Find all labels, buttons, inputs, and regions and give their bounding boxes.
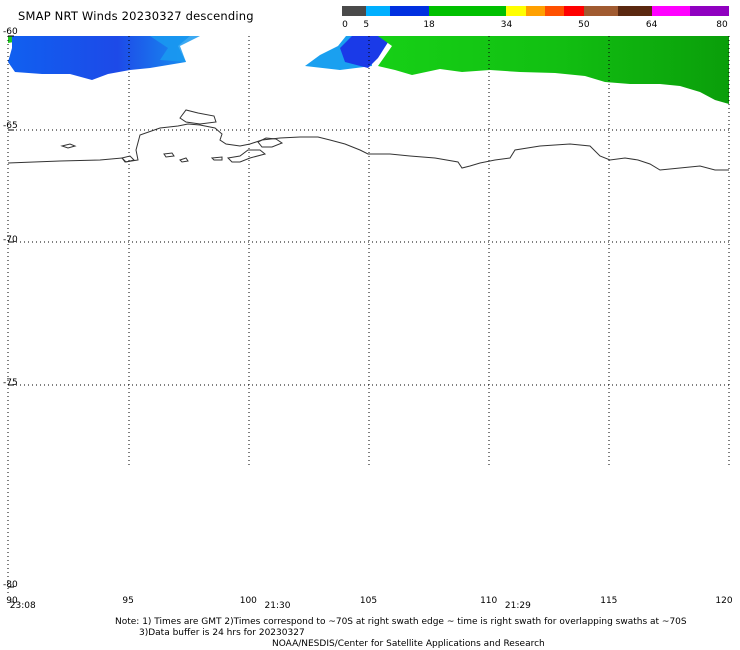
colorbar-segment bbox=[564, 6, 584, 16]
colorbar-label: 64 bbox=[645, 20, 658, 30]
colorbar-segment bbox=[506, 6, 526, 16]
lat-label-70: -70 bbox=[3, 235, 18, 245]
colorbar-segment bbox=[690, 6, 729, 16]
colorbar-segment bbox=[390, 6, 430, 16]
lat-label-75: -75 bbox=[3, 378, 18, 388]
colorbar-segment bbox=[342, 6, 367, 16]
lon-label: 95 bbox=[122, 596, 134, 606]
map-title: SMAP NRT Winds 20230327 descending bbox=[18, 9, 254, 23]
lat-label-80: -80 bbox=[3, 580, 18, 590]
lon-label: 100 bbox=[239, 596, 257, 606]
lat-label-65: -65 bbox=[3, 121, 18, 131]
note-line-1: Note: 1) Times are GMT 2)Times correspon… bbox=[115, 617, 687, 627]
note-line-3: NOAA/NESDIS/Center for Satellite Applica… bbox=[272, 639, 545, 649]
colorbar-label: 34 bbox=[500, 20, 513, 30]
colorbar-label: 18 bbox=[423, 20, 435, 30]
colorbar-label: 80 bbox=[716, 20, 728, 30]
wind-swath-left-blue bbox=[8, 36, 190, 80]
axis-ticks bbox=[8, 35, 14, 588]
colorbar-segment bbox=[525, 6, 546, 16]
lon-label: 115 bbox=[600, 596, 618, 606]
lon-label: 120 bbox=[715, 596, 733, 606]
colorbar-segment bbox=[366, 6, 391, 16]
colorbar-label: 5 bbox=[363, 20, 370, 30]
colorbar-segment bbox=[545, 6, 565, 16]
wind-swath-right-blue bbox=[340, 36, 392, 68]
note-line-2: 3)Data buffer is 24 hrs for 20230327 bbox=[139, 628, 305, 638]
wind-swath-left-cyan bbox=[150, 36, 200, 62]
antarctic-coastline bbox=[7, 109, 729, 171]
wind-speed-colorbar bbox=[342, 6, 729, 16]
graticule bbox=[7, 36, 730, 595]
swath-time-label: 23:08 bbox=[9, 601, 36, 611]
wind-swath-right-green bbox=[378, 36, 729, 104]
colorbar-label: 0 bbox=[342, 20, 348, 30]
lon-label: 110 bbox=[480, 596, 498, 606]
colorbar-segment bbox=[617, 6, 652, 16]
colorbar-label: 50 bbox=[578, 20, 590, 30]
lon-label: 105 bbox=[359, 596, 378, 606]
swath-time-label: 21:30 bbox=[264, 601, 291, 611]
colorbar-segment bbox=[429, 6, 507, 16]
lon-label: 90 bbox=[6, 596, 18, 606]
colorbar-segment bbox=[583, 6, 618, 16]
swath-time-label: 21:29 bbox=[504, 601, 531, 611]
lat-label-60: -60 bbox=[3, 27, 18, 37]
colorbar-segment bbox=[651, 6, 691, 16]
